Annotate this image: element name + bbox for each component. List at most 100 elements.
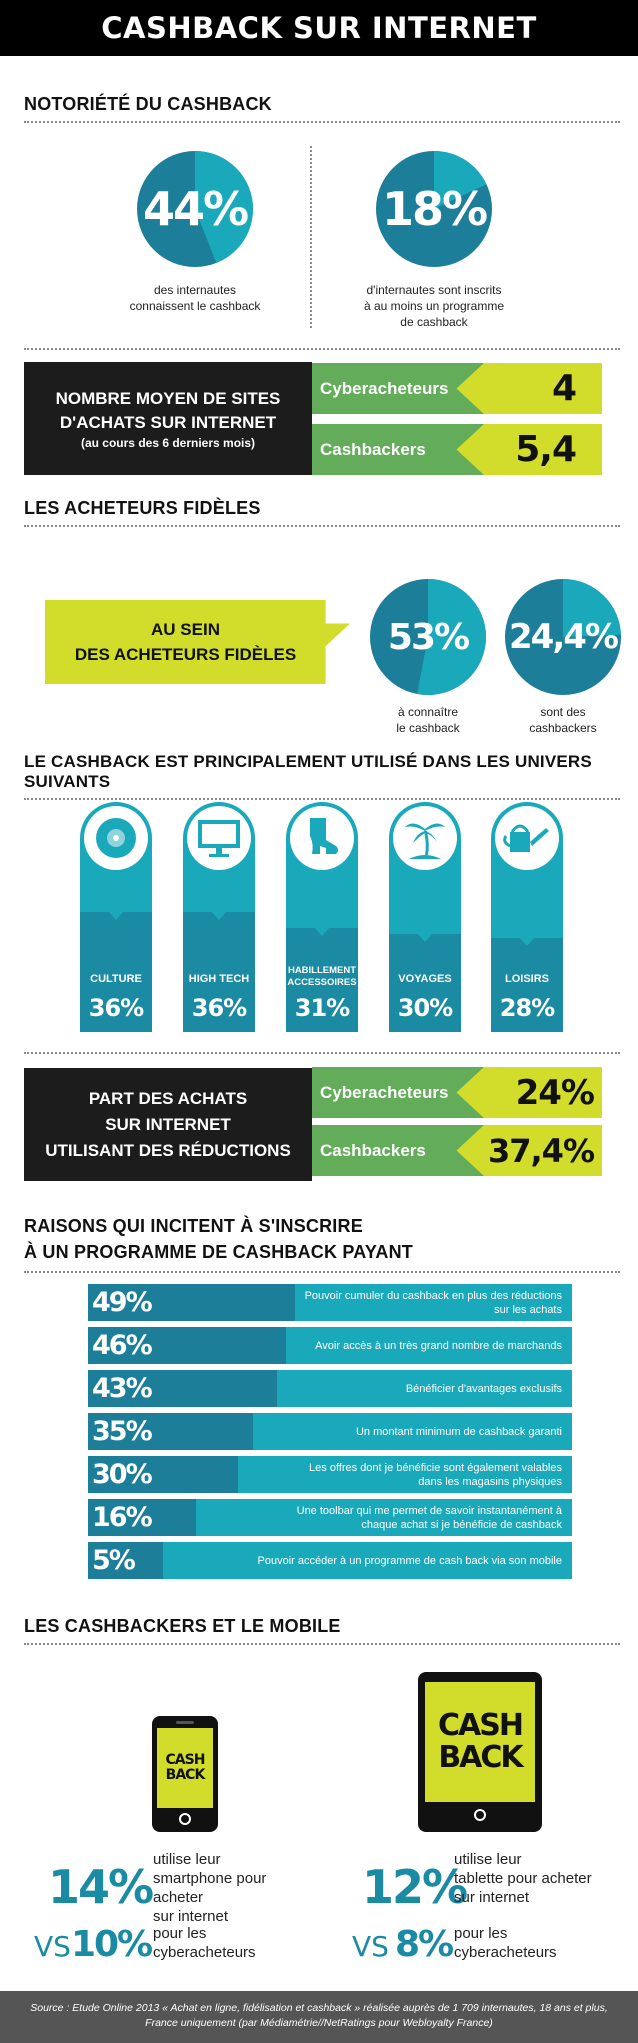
nombre-sites-row-1: Cyberacheteurs 4 [312,363,602,414]
reason-bar [88,1499,196,1536]
pie-notoriete-left [137,151,254,267]
monitor-icon [187,806,251,870]
univers-label: HIGH TECH [188,973,250,985]
univers-item-voyages: VOYAGES 30% [389,802,461,1032]
pie-fideles-right [505,579,621,695]
divider [24,348,620,350]
section-title-notoriete: NOTORIÉTÉ DU CASHBACK [24,94,620,123]
part-achats-row-1: Cyberacheteurs 24% [312,1067,602,1118]
reason-bar [88,1542,163,1579]
reason-text: Pouvoir cumuler du cashback en plus des … [304,1289,562,1316]
reason-bar [88,1413,254,1450]
pie-fideles-left [370,579,487,695]
reason-row: 49% Pouvoir cumuler du cashback en plus … [88,1284,572,1321]
page-title: CASHBACK SUR INTERNET [0,0,638,56]
caption-fideles-right-2: cashbackers [529,721,597,735]
nombre-sites-line2: D'ACHATS SUR INTERNET [59,412,277,432]
part-achats-box: PART DES ACHATS SUR INTERNET UTILISANT D… [24,1068,312,1181]
tablette-vs-text-1: pour les [454,1925,508,1942]
pie-value-right: 18% [381,182,488,236]
univers-label: CULTURE [90,973,142,985]
reason-value: 49% [92,1287,153,1318]
pie-value-left: 44% [142,182,249,236]
reason-row: 16% Une toolbar qui me permet de savoir … [88,1499,572,1536]
row-value: 4 [551,368,577,409]
reason-row: 46% Avoir accès à un très grand nombre d… [88,1327,572,1364]
univers-list: CULTURE 36% HIGH TECH 36% HABILLEMENT AC… [0,802,638,1032]
part-achats-line2: SUR INTERNET [105,1114,231,1134]
row-value: 37,4% [487,1131,595,1170]
pie-value-fideles-right: 24,4% [509,617,619,657]
caption-right-line2: à au moins un programme [363,299,505,313]
row-label: Cyberacheteurs [320,1082,449,1102]
univers-item-high-tech: HIGH TECH 36% [183,802,255,1032]
pie-value-fideles-left: 53% [387,616,470,658]
smartphone-text-3: sur internet [153,1908,229,1925]
divider [310,146,312,328]
tablette-value: 12% [362,1860,468,1914]
smartphone-vs-text-1: pour les [153,1925,207,1942]
vs-label: VS [34,1930,71,1963]
smartphone-vs: VS 10% [34,1924,153,1965]
smartphone-text-1: utilise leur [153,1851,221,1868]
part-achats-line3: UTILISANT DES RÉDUCTIONS [45,1140,291,1160]
reason-text: Bénéficier d'avantages exclusifs [405,1382,562,1395]
vs-value: 8% [394,1924,454,1965]
tablette-vs: VS 8% [352,1924,454,1965]
reason-row: 5% Pouvoir accéder à un programme de cas… [88,1542,572,1579]
univers-value: 30% [397,994,453,1022]
reason-bar [88,1284,296,1321]
smartphone-vs-text-2: cyberacheteurs [153,1944,256,1961]
caption-fideles-left-1: à connaître [397,705,459,719]
raisons-title-line2: À UN PROGRAMME DE CASHBACK PAYANT [24,1242,413,1262]
univers-value: 36% [191,994,247,1022]
vs-label: VS [352,1930,389,1963]
tablette-text-1: utilise leur [454,1851,522,1868]
footer-source: Source : Etude Online 2013 « Achat en li… [0,1991,638,2043]
nombre-sites-line1: NOMBRE MOYEN DE SITES [55,388,281,408]
nombre-sites-sub: (au cours des 6 derniers mois) [80,435,256,450]
reason-value: 16% [92,1502,153,1533]
univers-label: LOISIRS [504,973,549,985]
caption-fideles-left-2: le cashback [396,721,460,735]
footer-line1: Source : Etude Online 2013 « Achat en li… [30,2002,608,2014]
reason-value: 30% [92,1459,153,1490]
part-achats-line1: PART DES ACHATS [88,1088,248,1108]
raisons-title-line1: RAISONS QUI INCITENT À S'INSCRIRE [24,1216,363,1236]
vs-value: 10% [70,1924,153,1965]
caption-left-line2: connaissent le cashback [129,299,261,313]
tablette-vs-text-2: cyberacheteurs [454,1944,557,1961]
fideles-box: AU SEIN DES ACHETEURS FIDÈLES [45,600,350,684]
univers-item-habillement: HABILLEMENT ACCESSOIRES 31% [286,802,358,1032]
fideles-box-line2: DES ACHETEURS FIDÈLES [74,645,297,664]
smartphone-text-2: smartphone pour acheter [153,1870,267,1906]
tablette-text-2: tablette pour acheter [454,1870,592,1887]
section-title-fideles: LES ACHETEURS FIDÈLES [24,498,620,527]
smartphone-value: 14% [48,1860,154,1914]
caption-right-line3: de cashback [400,315,468,329]
univers-item-loisirs: LOISIRS 28% [491,802,563,1032]
caption-left-line1: des internautes [153,283,237,297]
tablet-screen-line1: CASH [438,1708,524,1743]
row-label: Cashbackers [320,1140,426,1160]
divider [24,1052,620,1054]
nombre-sites-row-2: Cashbackers 5,4 [312,424,602,475]
reason-value: 35% [92,1416,153,1447]
caption-right-line1: d'internautes sont inscrits [366,283,502,297]
reason-text: Une toolbar qui me permet de savoir inst… [296,1504,562,1531]
univers-item-culture: CULTURE 36% [80,802,152,1032]
reason-value: 43% [92,1373,153,1404]
footer-line2: France uniquement (par Médiamétrie//NetR… [145,2017,493,2029]
section-title-mobile: LES CASHBACKERS ET LE MOBILE [24,1616,620,1645]
palm-tree-icon [393,806,457,870]
reason-row: 30% Les offres dont je bénéficie sont ég… [88,1456,572,1493]
univers-value: 36% [88,994,144,1022]
univers-value: 31% [294,994,350,1022]
reason-bar [88,1370,278,1407]
fideles-box-line1: AU SEIN [151,620,220,639]
row-label: Cyberacheteurs [320,378,449,398]
row-label: Cashbackers [320,439,426,459]
nombre-sites-box: NOMBRE MOYEN DE SITES D'ACHATS SUR INTER… [24,362,312,475]
reason-text: Avoir accès à un très grand nombre de ma… [315,1339,562,1352]
section-title-univers: LE CASHBACK EST PRINCIPALEMENT UTILISÉ D… [24,752,620,800]
